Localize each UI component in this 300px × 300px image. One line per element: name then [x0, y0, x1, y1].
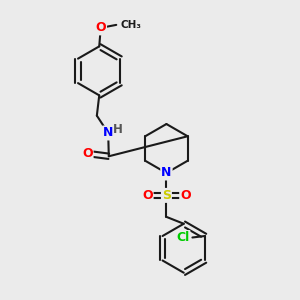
Text: H: H — [113, 123, 123, 136]
Text: S: S — [162, 189, 171, 202]
Text: O: O — [82, 147, 93, 161]
Text: N: N — [103, 127, 113, 140]
Text: N: N — [161, 167, 172, 179]
Text: O: O — [180, 189, 191, 202]
Text: O: O — [142, 189, 153, 202]
Text: O: O — [95, 21, 106, 34]
Text: CH₃: CH₃ — [121, 20, 142, 30]
Text: Cl: Cl — [176, 231, 189, 244]
